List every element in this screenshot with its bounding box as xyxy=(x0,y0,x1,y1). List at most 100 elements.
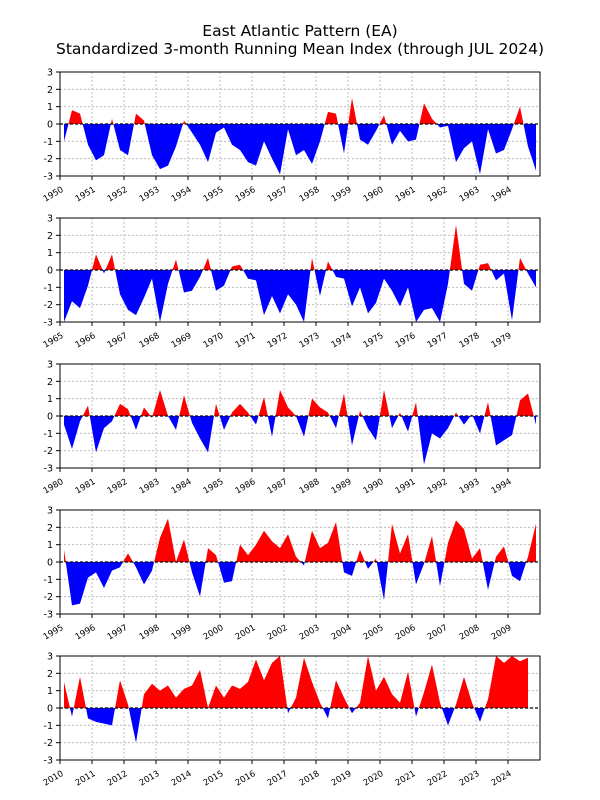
positive-area-segment xyxy=(494,556,496,562)
x-tick-label: 2023 xyxy=(458,769,482,788)
negative-area-segment xyxy=(224,124,232,145)
positive-area-segment xyxy=(440,702,442,708)
positive-area-segment xyxy=(248,412,251,416)
negative-area-segment xyxy=(208,124,216,163)
negative-area-segment xyxy=(512,562,520,582)
positive-area-segment xyxy=(184,685,192,708)
x-tick-label: 1950 xyxy=(42,185,66,204)
positive-area-segment xyxy=(192,669,200,708)
x-tick-label: 1969 xyxy=(170,331,194,350)
negative-area-segment xyxy=(120,124,128,156)
y-tick-label: -1 xyxy=(44,721,53,732)
x-tick-label: 1991 xyxy=(394,477,418,496)
negative-area-segment xyxy=(412,562,416,585)
negative-area-segment xyxy=(80,270,88,309)
negative-area-segment xyxy=(440,270,448,322)
negative-area-segment xyxy=(512,124,514,130)
negative-area-segment xyxy=(264,124,272,159)
negative-area-segment xyxy=(296,124,304,156)
negative-area-segment xyxy=(360,270,368,314)
negative-area-segment xyxy=(408,124,416,142)
negative-area-segment xyxy=(102,270,104,274)
x-tick-label: 1999 xyxy=(170,623,194,642)
negative-area-segment xyxy=(176,124,183,147)
negative-area-segment xyxy=(368,124,376,145)
negative-area-segment xyxy=(362,416,368,429)
positive-area-segment xyxy=(258,396,264,416)
positive-area-segment xyxy=(80,113,83,124)
negative-area-segment xyxy=(248,270,256,281)
positive-area-segment xyxy=(408,534,413,562)
negative-area-segment xyxy=(504,124,512,150)
x-tick-label: 1984 xyxy=(170,477,194,496)
positive-area-segment xyxy=(312,530,320,562)
y-tick-label: 2 xyxy=(47,85,53,96)
negative-area-segment xyxy=(440,562,445,587)
negative-area-segment xyxy=(491,270,496,281)
negative-area-segment xyxy=(472,416,480,434)
positive-area-segment xyxy=(280,390,288,416)
positive-area-segment xyxy=(398,412,400,416)
positive-area-segment xyxy=(224,685,232,708)
negative-area-segment xyxy=(480,124,488,175)
y-tick-label: 2 xyxy=(47,523,53,534)
positive-area-segment xyxy=(400,412,402,416)
negative-area-segment xyxy=(352,708,356,714)
positive-area-segment xyxy=(384,676,392,708)
positive-area-segment xyxy=(96,254,103,270)
positive-area-segment xyxy=(88,405,90,416)
positive-area-segment xyxy=(120,403,128,416)
positive-area-segment xyxy=(456,224,463,270)
x-tick-label: 2014 xyxy=(170,769,194,788)
positive-area-segment xyxy=(412,402,416,416)
negative-area-segment xyxy=(376,416,380,441)
negative-area-segment xyxy=(328,708,331,719)
positive-area-segment xyxy=(202,257,208,270)
positive-area-segment xyxy=(152,683,160,708)
positive-area-segment xyxy=(304,530,312,562)
positive-area-segment xyxy=(232,264,240,270)
positive-area-segment xyxy=(112,118,114,124)
negative-area-segment xyxy=(104,562,112,588)
negative-area-segment xyxy=(280,124,288,175)
negative-area-segment xyxy=(168,124,176,166)
positive-area-segment xyxy=(73,676,80,708)
positive-area-segment xyxy=(418,692,424,708)
negative-area-segment xyxy=(392,124,400,145)
positive-area-segment xyxy=(448,520,456,562)
y-tick-label: 1 xyxy=(47,394,53,405)
positive-area-segment xyxy=(478,264,480,270)
positive-area-segment xyxy=(184,539,190,562)
negative-area-segment xyxy=(288,124,296,156)
negative-area-segment xyxy=(287,708,288,714)
x-tick-label: 1951 xyxy=(74,185,98,204)
negative-area-segment xyxy=(352,416,359,446)
x-tick-label: 2003 xyxy=(298,623,322,642)
positive-area-segment xyxy=(82,405,88,416)
negative-area-segment xyxy=(376,124,380,131)
positive-area-segment xyxy=(184,120,187,124)
y-tick-label: 2 xyxy=(47,669,53,680)
y-tick-label: -1 xyxy=(44,137,53,148)
negative-area-segment xyxy=(312,124,320,164)
x-tick-label: 2018 xyxy=(298,769,322,788)
positive-area-segment xyxy=(120,680,128,708)
negative-area-segment xyxy=(320,124,325,142)
negative-area-segment xyxy=(219,416,224,430)
y-tick-label: -2 xyxy=(44,300,53,311)
negative-area-segment xyxy=(128,270,136,316)
negative-area-segment xyxy=(464,124,472,149)
negative-area-segment xyxy=(88,708,96,722)
positive-area-segment xyxy=(384,115,387,124)
positive-area-segment xyxy=(330,680,336,708)
negative-area-segment xyxy=(440,416,448,439)
negative-area-segment xyxy=(64,416,72,449)
negative-area-segment xyxy=(528,270,536,288)
negative-area-segment xyxy=(192,416,200,439)
y-tick-label: -3 xyxy=(44,172,53,183)
negative-area-segment xyxy=(80,562,88,604)
x-tick-label: 1971 xyxy=(234,331,258,350)
positive-area-segment xyxy=(352,98,357,124)
negative-area-segment xyxy=(376,270,384,303)
negative-area-segment xyxy=(218,562,224,583)
